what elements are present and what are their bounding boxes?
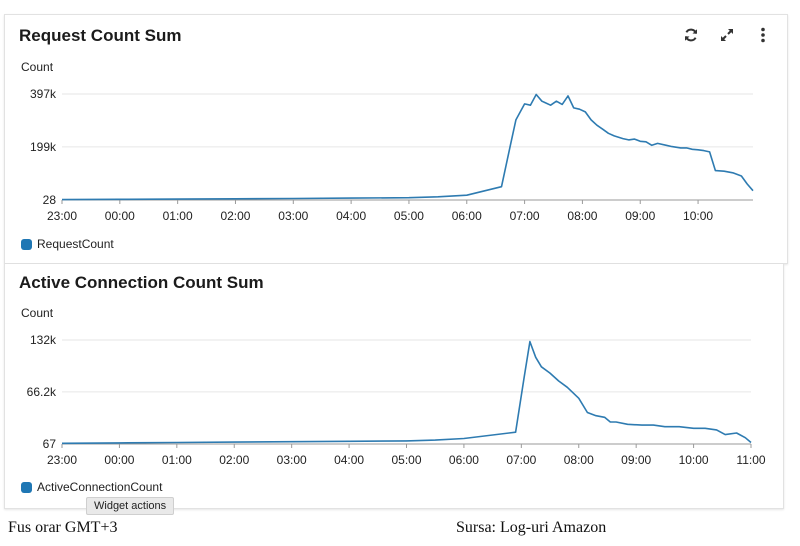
widget-title: Active Connection Count Sum [19,273,264,292]
y-tick-label: 67 [43,437,57,451]
request-count-widget: Request Count Sum Count 397k 199k 28 23:00 00… [4,14,788,264]
active-connection-widget: Active Connection Count Sum Count 132k 66.… [4,264,784,509]
x-tick-label: 00:00 [104,453,134,467]
x-tick-label: 07:00 [510,209,540,223]
legend-swatch [21,481,32,493]
timezone-caption: Fus orar GMT+3 [8,519,118,536]
x-tick-label: 06:00 [452,209,482,223]
x-tick-label: 01:00 [162,453,192,467]
y-tick-label: 397k [30,87,57,101]
y-tick-label: 132k [30,333,57,347]
x-tick-label: 10:00 [679,453,709,467]
x-tick-label: 01:00 [163,209,193,223]
x-tick-label: 04:00 [334,453,364,467]
legend-label: ActiveConnectionCount [37,480,163,494]
x-tick-label: 05:00 [394,209,424,223]
x-tick-label: 09:00 [621,453,651,467]
x-tick-label: 10:00 [683,209,713,223]
active-connection-chart: Count 132k 66.2k 67 23:00 00:00 01:00 02:00 03:0… [21,306,766,467]
legend-item[interactable]: ActiveConnectionCount [21,480,162,494]
x-tick-label: 11:00 [736,453,765,467]
more-vertical-icon[interactable] [753,25,773,45]
x-tick-label: 03:00 [278,209,308,223]
x-tick-label: 08:00 [567,209,597,223]
x-tick-label: 23:00 [47,453,77,467]
x-tick-label: 04:00 [336,209,366,223]
x-tick-label: 03:00 [277,453,307,467]
refresh-icon[interactable] [681,25,701,45]
y-axis-label: Count [21,306,54,320]
request-count-chart: Count 397k 199k 28 23:00 00:00 01:00 02:00 03:00… [21,60,754,223]
widget-actions [681,25,773,45]
y-tick-label: 199k [30,140,57,154]
legend-item[interactable]: RequestCount [21,237,114,251]
legend-swatch [21,238,32,250]
x-tick-label: 23:00 [47,209,77,223]
y-axis-label: Count [21,60,54,74]
widget-actions-tooltip: Widget actions [86,497,175,515]
x-tick-label: 00:00 [105,209,135,223]
series-line-ActiveConnectionCount [61,340,752,445]
expand-icon[interactable] [717,25,737,45]
series-line-RequestCount [61,93,754,201]
y-tick-label: 66.2k [27,385,57,399]
y-tick-label: 28 [43,193,57,207]
x-tick-label: 09:00 [625,209,655,223]
x-tick-label: 05:00 [391,453,421,467]
source-caption: Sursa: Log-uri Amazon [456,519,607,536]
x-tick-label: 06:00 [449,453,479,467]
x-tick-label: 02:00 [219,453,249,467]
widget-title: Request Count Sum [19,26,182,45]
legend-label: RequestCount [37,237,114,251]
x-tick-label: 07:00 [506,453,536,467]
x-tick-label: 08:00 [564,453,594,467]
x-tick-label: 02:00 [220,209,250,223]
